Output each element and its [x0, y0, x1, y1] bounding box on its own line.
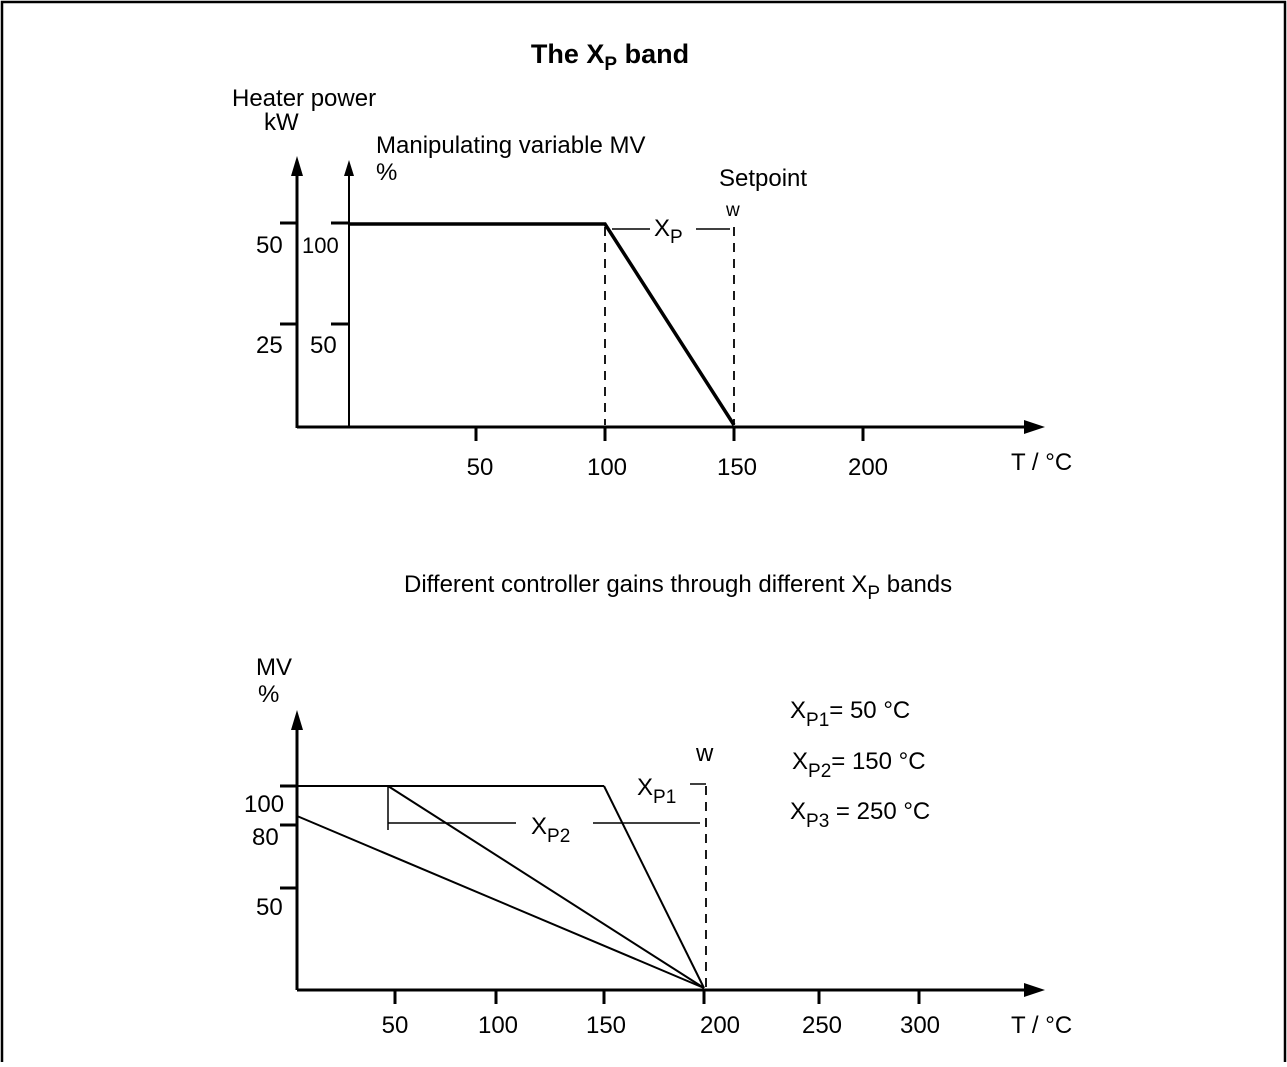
- bottom-y-axis-label: MV: [256, 654, 292, 681]
- bottom-w-label: w: [695, 740, 714, 767]
- heater-axis-arrow: [291, 156, 303, 176]
- figure-title: The XP band: [531, 39, 689, 75]
- legend-xp3: XP3 = 250 °C: [790, 798, 930, 832]
- legend-xp1: XP1= 50 °C: [790, 697, 910, 731]
- bottom-y-tick-label-50: 50: [256, 894, 283, 921]
- bottom-y-tick-label-80: 80: [252, 824, 279, 851]
- heater-axis-label: Heater power: [232, 85, 376, 112]
- mv-axis-arrow: [344, 160, 354, 176]
- xp1-slope: [603, 785, 705, 989]
- heater-tick-label-25: 25: [256, 332, 283, 359]
- bottom-y-axis-arrow: [291, 710, 303, 730]
- bottom-x-axis-label: T / °C: [1011, 1012, 1072, 1039]
- top-xp-label: XP: [654, 215, 683, 248]
- top-x-axis-label: T / °C: [1011, 449, 1072, 476]
- xp2-label: XP2: [531, 813, 570, 847]
- xp1-label: XP1: [637, 774, 676, 808]
- top-chart: Heater power kW Manipulating variable MV…: [232, 85, 1072, 481]
- bottom-x-tick-label-50: 50: [382, 1012, 409, 1039]
- bottom-x-tick-label-300: 300: [900, 1012, 940, 1039]
- mv-axis-unit: %: [376, 159, 397, 186]
- bottom-x-tick-label-150: 150: [586, 1012, 626, 1039]
- mv-axis-label: Manipulating variable MV: [376, 132, 645, 159]
- bottom-x-tick-label-250: 250: [802, 1012, 842, 1039]
- heater-tick-label-50: 50: [256, 232, 283, 259]
- mv-tick-label-100: 100: [302, 233, 339, 258]
- top-x-tick-label-100: 100: [587, 454, 627, 481]
- setpoint-label: Setpoint: [719, 165, 807, 192]
- xp3-slope: [296, 815, 705, 989]
- bottom-x-tick-label-100: 100: [478, 1012, 518, 1039]
- top-x-axis-arrow: [1024, 420, 1045, 434]
- bottom-y-axis-unit: %: [258, 681, 279, 708]
- top-x-tick-label-50: 50: [467, 454, 494, 481]
- bottom-y-tick-label-100: 100: [244, 791, 284, 818]
- mv-tick-label-50: 50: [310, 332, 337, 359]
- top-mv-curve: [349, 222, 736, 426]
- xp2-slope: [387, 785, 705, 989]
- top-x-tick-label-150: 150: [717, 454, 757, 481]
- heater-axis-unit: kW: [264, 109, 299, 136]
- top-x-tick-label-200: 200: [848, 454, 888, 481]
- legend-xp2: XP2= 150 °C: [792, 748, 926, 782]
- bottom-chart: MV % 100 80 50 50 100 150 200 250 300 T …: [244, 654, 1072, 1039]
- bottom-x-tick-label-200: 200: [700, 1012, 740, 1039]
- gains-caption: Different controller gains through diffe…: [404, 571, 952, 604]
- bottom-x-axis-arrow: [1024, 983, 1045, 997]
- top-w-label: w: [725, 200, 740, 221]
